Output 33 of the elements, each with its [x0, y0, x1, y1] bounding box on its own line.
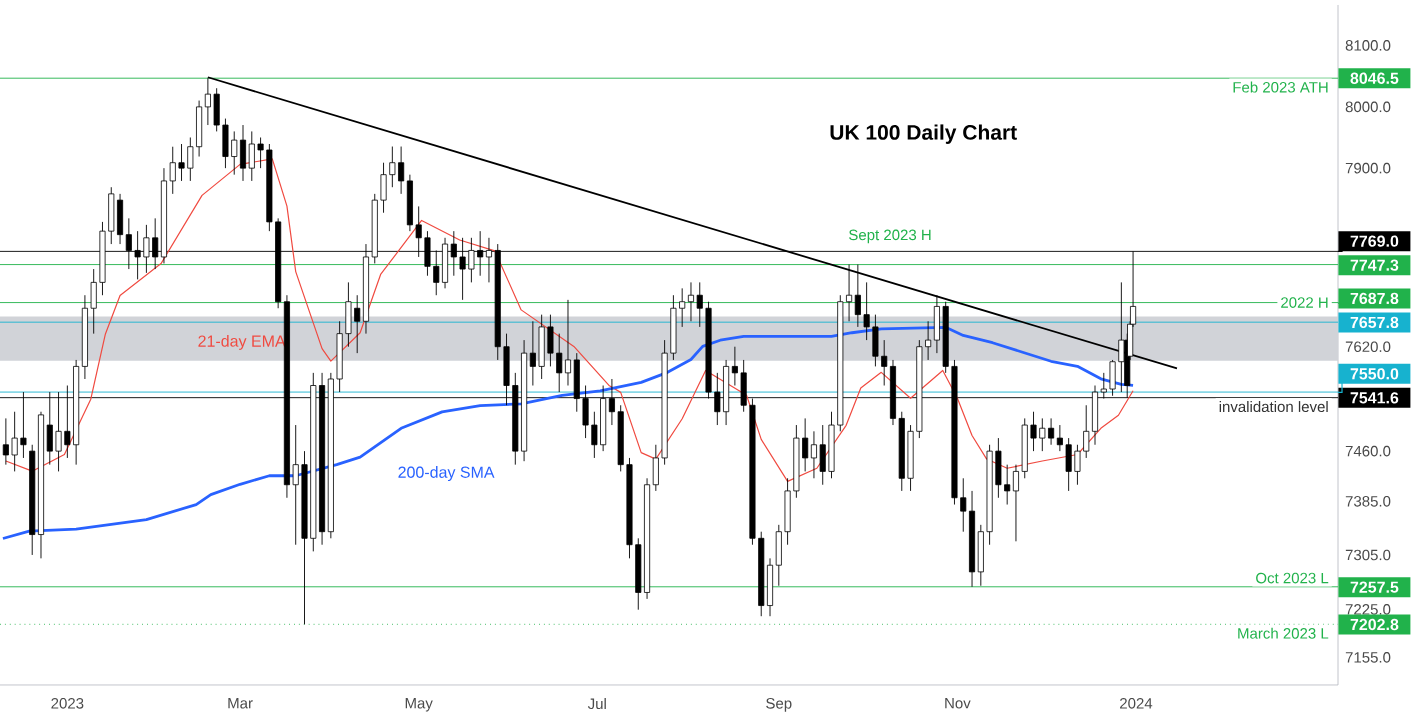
- x-tick-label: May: [405, 698, 433, 712]
- x-tick-label: 2023: [51, 698, 84, 709]
- ref-line-label: 7747.3: [1350, 259, 1399, 271]
- annotation: Feb 2023 ATH: [1233, 81, 1328, 93]
- y-tick-label: 8100.0: [1345, 40, 1391, 51]
- ref-line-label: 7769.0: [1350, 235, 1399, 247]
- y-tick-label: 7900.0: [1345, 162, 1391, 174]
- text: UK 100 Daily Chart: [830, 124, 1017, 144]
- ref-line-label: 7687.8: [1350, 292, 1399, 305]
- ref-line-label: 7541.6: [1350, 392, 1399, 404]
- ref-line-label: 7550.0: [1350, 368, 1399, 380]
- annotation: Sept 2023 H: [849, 229, 931, 244]
- y-tick-label: 7305.0: [1345, 549, 1391, 561]
- annotation: Oct 2023 L: [1256, 572, 1329, 584]
- ref-line-label: 7202.8: [1350, 618, 1399, 631]
- ref-line-label: 7657.8: [1350, 316, 1399, 329]
- annotation: 2022 H: [1281, 297, 1328, 308]
- annotation: invalidation level: [1219, 401, 1328, 413]
- annotation: March 2023 L: [1238, 627, 1329, 639]
- x-tick-label: Sep: [766, 698, 792, 712]
- ref-line-label: 7257.5: [1350, 581, 1399, 593]
- y-tick-label: 7460.0: [1345, 445, 1391, 457]
- y-tick-label: 7385.0: [1345, 496, 1391, 507]
- x-tick-label: Jul: [587, 698, 606, 710]
- x-tick-label: Nov: [945, 698, 971, 709]
- y-tick-label: 8000.0: [1345, 101, 1391, 113]
- x-tick-label: Mar: [228, 698, 253, 709]
- x-tick-label: 2024: [1120, 698, 1153, 709]
- y-tick-label: 7225.0: [1345, 604, 1391, 615]
- y-tick-label: 7155.0: [1345, 652, 1391, 663]
- series-label: 200-day SMA: [398, 466, 495, 482]
- ref-line-label: 8046.5: [1350, 72, 1399, 84]
- y-tick-label: 7620.0: [1345, 341, 1391, 353]
